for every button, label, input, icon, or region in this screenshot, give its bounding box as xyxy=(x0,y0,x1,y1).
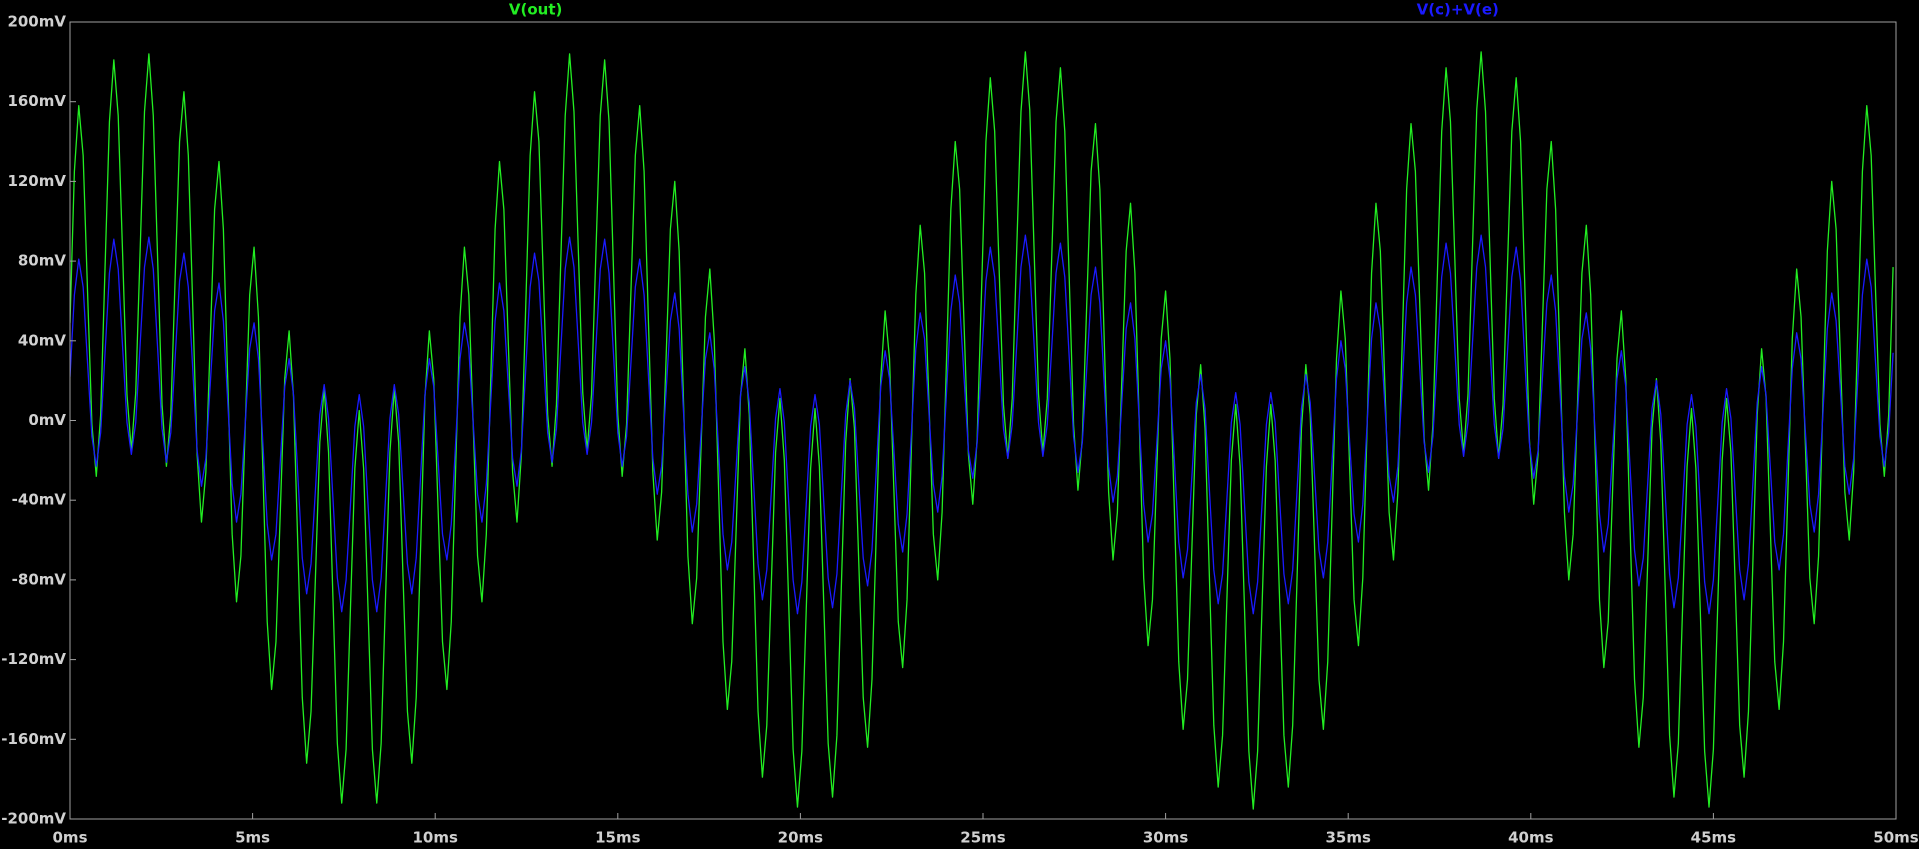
x-tick-label: 40ms xyxy=(1508,829,1554,847)
x-tick-label: 10ms xyxy=(412,829,458,847)
y-tick-label: 200mV xyxy=(7,13,66,31)
x-tick-label: 5ms xyxy=(235,829,270,847)
y-tick-label: -200mV xyxy=(1,810,66,828)
x-tick-label: 30ms xyxy=(1143,829,1189,847)
y-tick-label: -80mV xyxy=(12,570,67,588)
x-tick-label: 15ms xyxy=(595,829,641,847)
x-tick-label: 45ms xyxy=(1691,829,1737,847)
legend-label: V(out) xyxy=(509,1,562,19)
series-line xyxy=(70,51,1894,810)
y-tick-label: -40mV xyxy=(12,491,67,509)
y-tick-label: -160mV xyxy=(1,730,66,748)
series-line xyxy=(70,234,1894,615)
x-tick-label: 25ms xyxy=(960,829,1006,847)
x-tick-label: 20ms xyxy=(778,829,824,847)
y-tick-label: 80mV xyxy=(18,252,67,270)
y-tick-label: 120mV xyxy=(7,172,66,190)
y-tick-label: 160mV xyxy=(7,92,66,110)
x-tick-label: 50ms xyxy=(1873,829,1919,847)
y-tick-label: 0mV xyxy=(28,411,66,429)
x-tick-label: 35ms xyxy=(1325,829,1371,847)
legend-label: V(c)+V(e) xyxy=(1417,1,1499,19)
y-tick-label: -120mV xyxy=(1,650,66,668)
y-tick-label: 40mV xyxy=(18,331,67,349)
x-tick-label: 0ms xyxy=(53,829,88,847)
plot-area xyxy=(70,51,1894,810)
